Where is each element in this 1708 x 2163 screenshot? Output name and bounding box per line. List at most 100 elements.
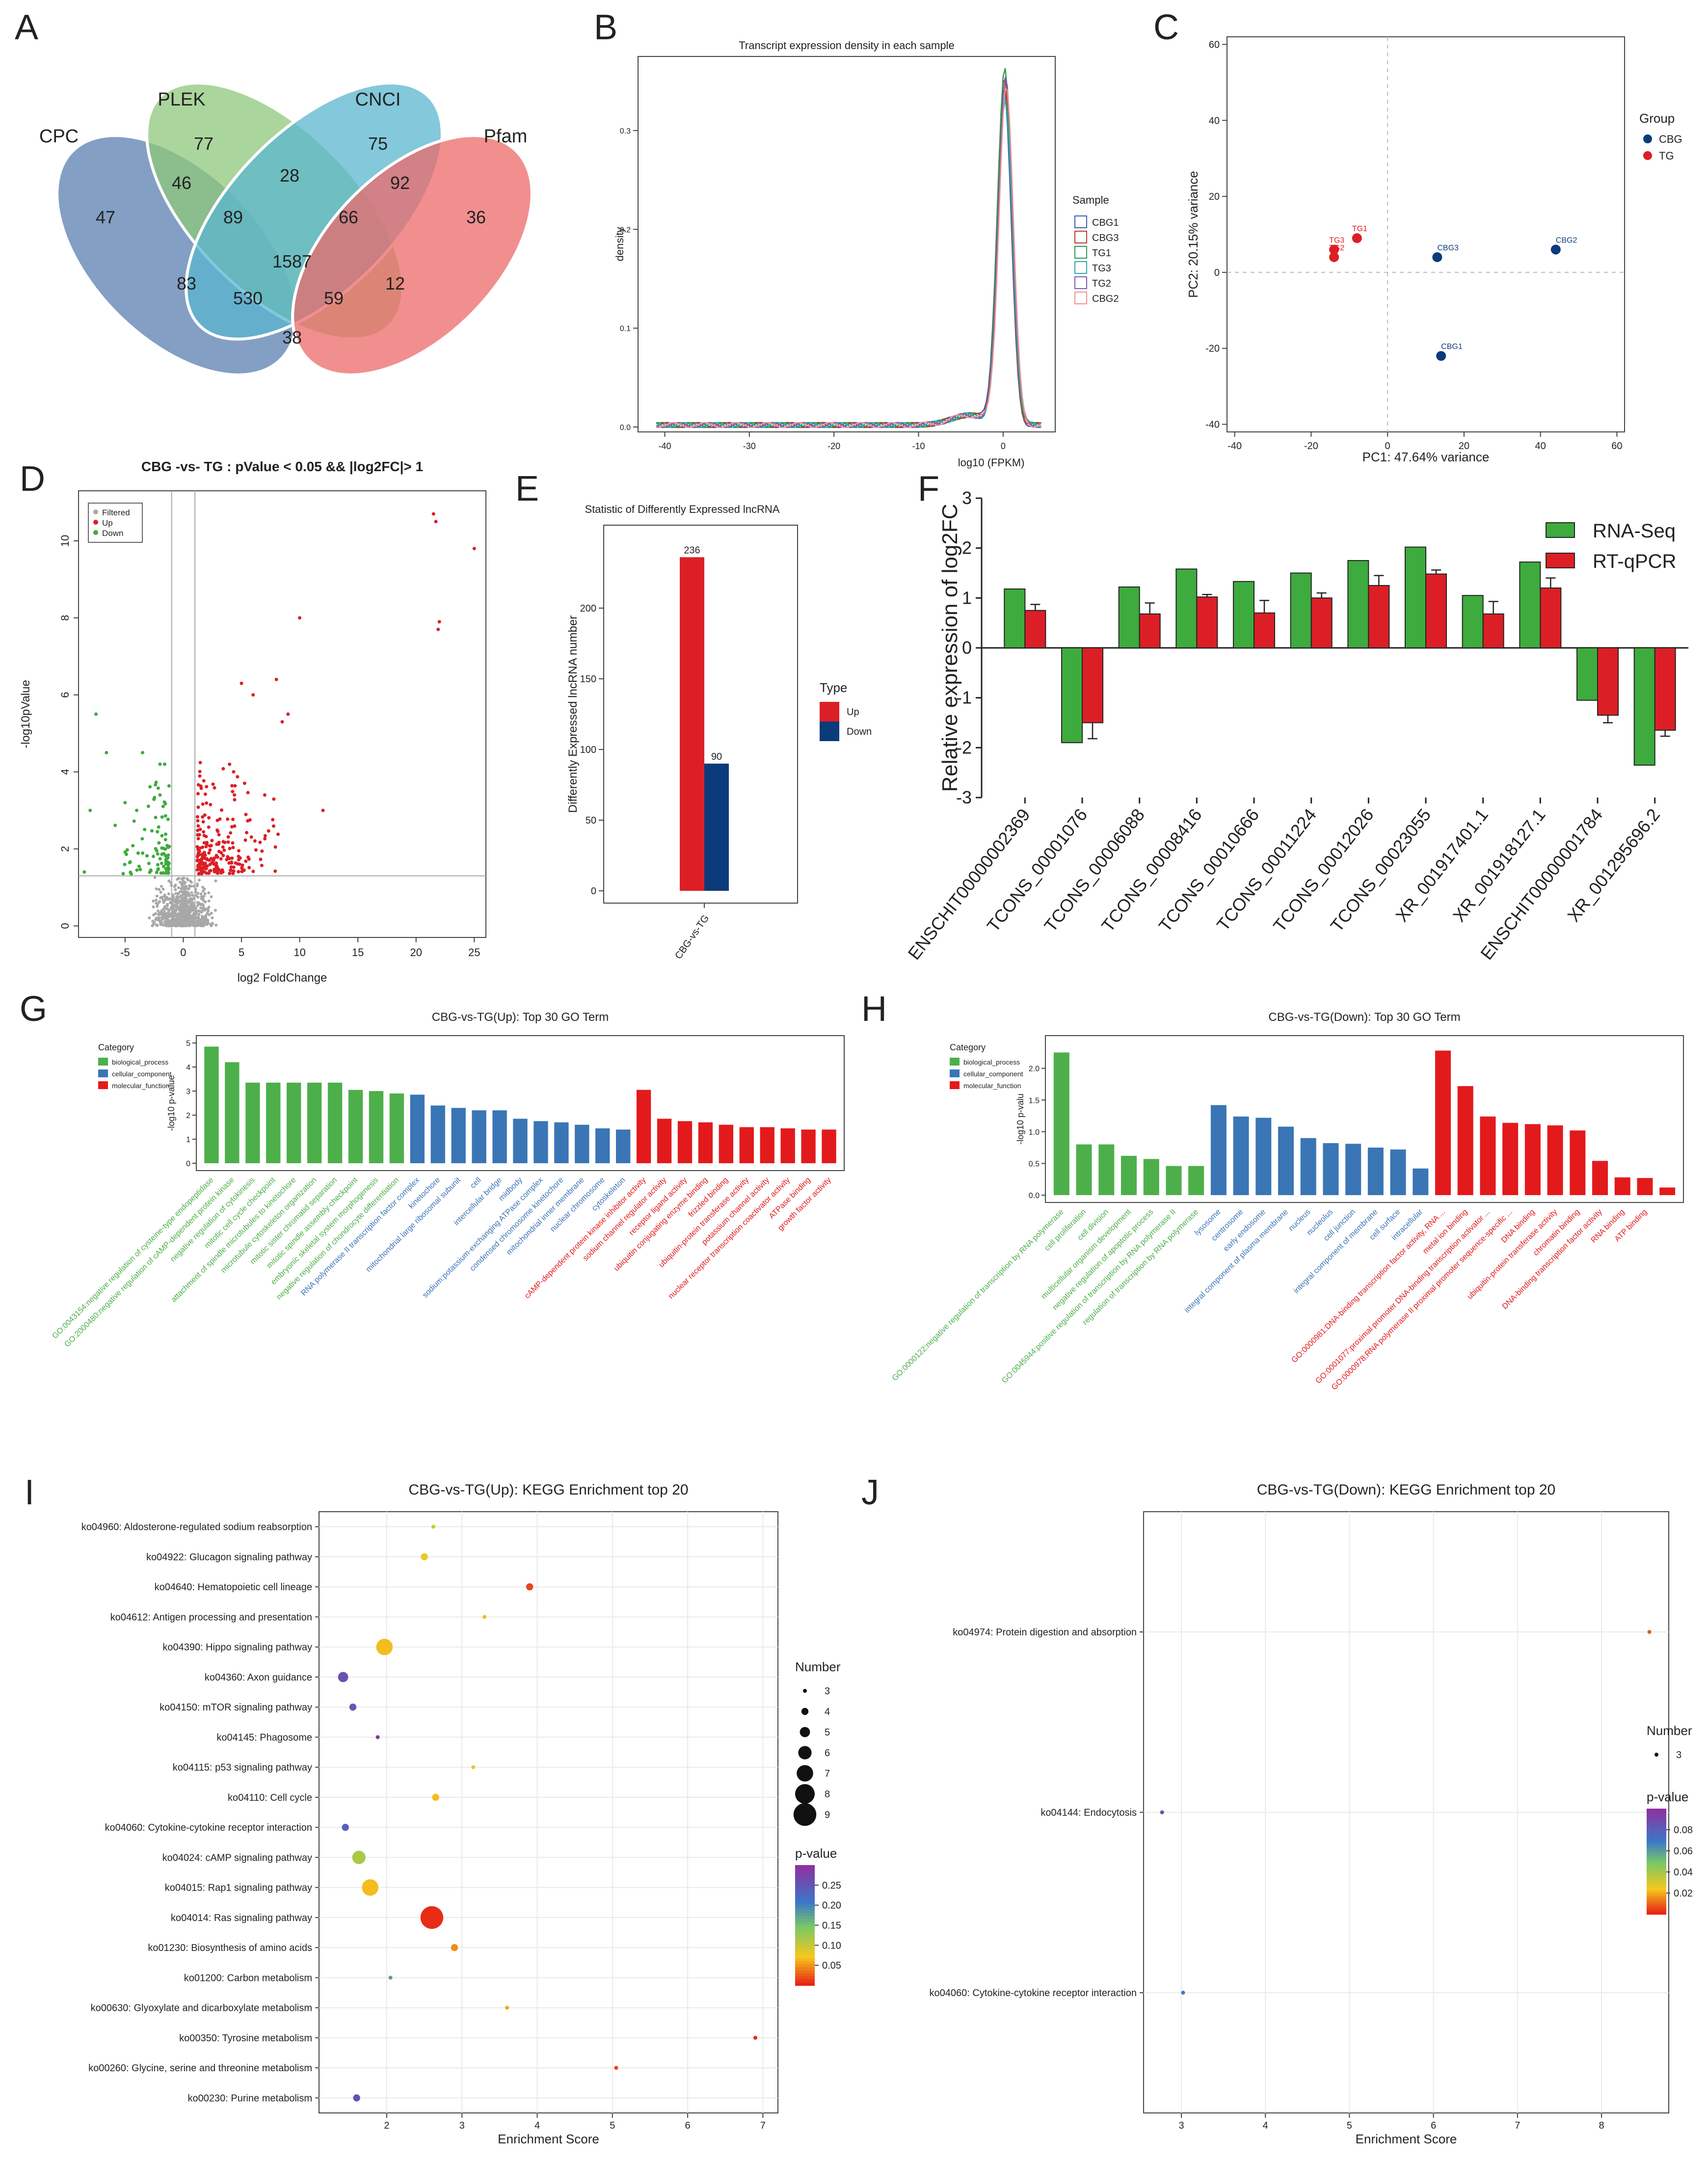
y-tick-label: 4 (59, 769, 71, 775)
point-filtered (177, 886, 180, 889)
color-legend-band (795, 1982, 815, 1986)
point-up (251, 693, 255, 697)
go-bar (1166, 1166, 1182, 1195)
y-tick-label: 1 (962, 587, 972, 608)
term-label: ko01230: Biosynthesis of amino acids (148, 1943, 312, 1953)
density-chart: Transcript expression density in each sa… (614, 39, 1119, 469)
kegg-bubble (353, 2094, 360, 2102)
go-bar (1637, 1178, 1653, 1195)
point-up (201, 845, 205, 849)
kegg-bubble (338, 1672, 348, 1682)
point-filtered (188, 894, 192, 897)
size-legend-dot (803, 1689, 807, 1693)
go-bar (225, 1062, 240, 1163)
legend-label: TG1 (1092, 248, 1111, 259)
point-up (258, 840, 262, 844)
color-legend-band (795, 1907, 815, 1911)
point-filtered (172, 911, 175, 915)
density-line-cbg3 (656, 77, 1041, 428)
panel-letter-i: I (25, 1473, 34, 1512)
kegg-bubble (375, 1735, 380, 1739)
point-up (222, 848, 226, 852)
panel-letter-a: A (15, 8, 38, 47)
point-down (164, 857, 168, 861)
point-up (225, 857, 229, 861)
x-tick-label: 20 (410, 946, 422, 959)
go-bar (348, 1090, 363, 1163)
term-label: ko00630: Glyoxylate and dicarboxylate me… (91, 2003, 312, 2014)
point-up (321, 808, 325, 812)
point-filtered (206, 908, 210, 911)
plot-frame (1227, 36, 1625, 432)
term-label: ko04960: Aldosterone-regulated sodium re… (81, 1522, 312, 1533)
point-down (155, 849, 159, 853)
y-axis-label: PC2: 20.15% variance (1186, 171, 1201, 298)
point-filtered (196, 882, 199, 886)
point-filtered (158, 916, 161, 919)
x-tick-label: 0 (1385, 441, 1390, 452)
point-filtered (181, 885, 184, 888)
legend-label: CBG2 (1092, 294, 1119, 304)
point-down (151, 855, 155, 858)
color-legend-band (1647, 1869, 1666, 1872)
go-bar (1323, 1143, 1339, 1195)
point-filtered (214, 879, 217, 882)
point-filtered (163, 893, 166, 897)
x-tick-label: TCONS_00008416 (1097, 805, 1206, 936)
point-up (195, 845, 199, 849)
x-tick-label: 7 (1515, 2120, 1520, 2131)
legend-dot (93, 520, 98, 525)
point-up (204, 867, 208, 871)
go-bar (1255, 1118, 1272, 1195)
density-line-cbg1 (656, 90, 1041, 428)
term-label: ko04974: Protein digestion and absorptio… (953, 1627, 1137, 1638)
point-filtered (183, 890, 187, 893)
venn-set-pfam (291, 134, 534, 376)
go-bar (1278, 1126, 1294, 1195)
go-term-label: integral component of plasma membrane (1183, 1208, 1290, 1315)
chart-title: CBG -vs- TG : pValue < 0.05 && |log2FC|>… (141, 459, 423, 474)
color-legend-band (1647, 1872, 1666, 1875)
y-tick-label: 60 (1209, 39, 1220, 50)
point-down (147, 861, 151, 865)
go-bar (307, 1082, 322, 1163)
legend-label: biological_process (963, 1058, 1020, 1066)
point-filtered (162, 901, 165, 904)
point-down (158, 793, 162, 797)
point-filtered (197, 912, 201, 916)
color-legend-band (1647, 1864, 1666, 1868)
panel-letter-j: J (861, 1473, 879, 1512)
point-up (226, 835, 230, 839)
point-filtered (209, 923, 212, 926)
venn-count: 530 (233, 288, 263, 308)
point-filtered (171, 893, 175, 897)
point-up (233, 798, 237, 801)
color-legend-band (795, 1865, 815, 1869)
x-axis-label: Enrichment Score (1356, 2132, 1457, 2146)
color-legend-band (1647, 1824, 1666, 1828)
point-up (280, 720, 284, 724)
go-bar (1188, 1166, 1204, 1195)
color-legend-band (1647, 1814, 1666, 1817)
point-filtered (154, 918, 158, 921)
point-filtered (152, 899, 155, 903)
legend-title: Type (820, 680, 847, 695)
volcano-chart: CBG -vs- TG : pValue < 0.05 && |log2FC|>… (19, 459, 486, 985)
de-count-chart: Statistic of Differently Expressed lncRN… (566, 503, 872, 961)
plot-frame (319, 1511, 778, 2113)
point-filtered (161, 923, 165, 927)
point-up (201, 802, 205, 806)
y-tick-label: 0.2 (620, 226, 631, 234)
bar-rna-seq (1347, 560, 1369, 649)
bar-rna-seq (1462, 595, 1484, 648)
kegg-bubble (388, 1976, 393, 1980)
point-up (196, 824, 200, 828)
plot-frame (78, 490, 486, 938)
color-legend-band (795, 1964, 815, 1968)
y-tick-label: 2 (59, 846, 71, 852)
venn-count: 38 (282, 327, 302, 347)
kegg-bubble (420, 1906, 444, 1929)
y-tick-label: 1.5 (1029, 1096, 1040, 1105)
go-bar (595, 1128, 610, 1163)
point-filtered (207, 899, 211, 903)
